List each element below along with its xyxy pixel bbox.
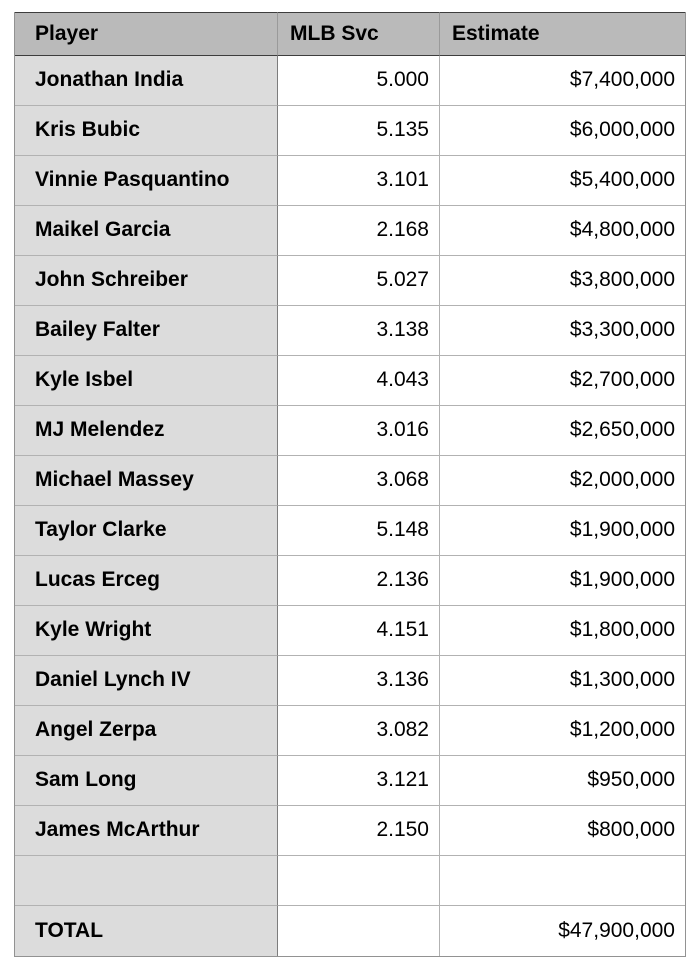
player-cell: Kris Bubic [15, 106, 278, 156]
table-row: Angel Zerpa 3.082 $1,200,000 [15, 706, 685, 756]
player-cell: Bailey Falter [15, 306, 278, 356]
total-estimate-cell: $47,900,000 [440, 906, 685, 956]
service-time-cell: 3.016 [278, 406, 440, 456]
player-cell: Vinnie Pasquantino [15, 156, 278, 206]
service-time-cell: 5.027 [278, 256, 440, 306]
total-service-cell [278, 906, 440, 956]
table-row: Bailey Falter 3.138 $3,300,000 [15, 306, 685, 356]
estimate-cell: $1,200,000 [440, 706, 685, 756]
salary-estimate-table: Player MLB Svc Estimate Jonathan India 5… [14, 12, 686, 957]
service-time-cell: 5.148 [278, 506, 440, 556]
service-time-cell: 3.121 [278, 756, 440, 806]
estimate-cell: $1,900,000 [440, 556, 685, 606]
spacer-row [15, 856, 685, 906]
player-cell: Michael Massey [15, 456, 278, 506]
service-time-cell: 3.082 [278, 706, 440, 756]
table-row: James McArthur 2.150 $800,000 [15, 806, 685, 856]
estimate-cell: $3,300,000 [440, 306, 685, 356]
player-cell: Daniel Lynch IV [15, 656, 278, 706]
player-cell: Kyle Isbel [15, 356, 278, 406]
player-cell: John Schreiber [15, 256, 278, 306]
estimate-cell: $1,300,000 [440, 656, 685, 706]
table-row: John Schreiber 5.027 $3,800,000 [15, 256, 685, 306]
table-row: Jonathan India 5.000 $7,400,000 [15, 56, 685, 106]
total-row: TOTAL $47,900,000 [15, 906, 685, 956]
player-cell: Jonathan India [15, 56, 278, 106]
player-cell: Angel Zerpa [15, 706, 278, 756]
table-row: Sam Long 3.121 $950,000 [15, 756, 685, 806]
player-cell [15, 856, 278, 906]
salary-table-container: Player MLB Svc Estimate Jonathan India 5… [14, 12, 686, 957]
table-row: Daniel Lynch IV 3.136 $1,300,000 [15, 656, 685, 706]
service-time-cell: 4.043 [278, 356, 440, 406]
service-time-cell: 3.068 [278, 456, 440, 506]
column-header-estimate: Estimate [440, 12, 685, 56]
service-time-cell: 5.135 [278, 106, 440, 156]
estimate-cell: $950,000 [440, 756, 685, 806]
estimate-cell: $800,000 [440, 806, 685, 856]
table-body: Jonathan India 5.000 $7,400,000 Kris Bub… [15, 56, 685, 956]
column-header-mlb-svc: MLB Svc [278, 12, 440, 56]
table-row: Lucas Erceg 2.136 $1,900,000 [15, 556, 685, 606]
total-label-cell: TOTAL [15, 906, 278, 956]
player-cell: Lucas Erceg [15, 556, 278, 606]
table-row: Vinnie Pasquantino 3.101 $5,400,000 [15, 156, 685, 206]
header-row: Player MLB Svc Estimate [15, 12, 685, 56]
service-time-cell [278, 856, 440, 906]
service-time-cell: 3.101 [278, 156, 440, 206]
player-cell: Kyle Wright [15, 606, 278, 656]
player-cell: Taylor Clarke [15, 506, 278, 556]
table-row: Kris Bubic 5.135 $6,000,000 [15, 106, 685, 156]
player-cell: Sam Long [15, 756, 278, 806]
service-time-cell: 2.150 [278, 806, 440, 856]
service-time-cell: 4.151 [278, 606, 440, 656]
player-cell: MJ Melendez [15, 406, 278, 456]
service-time-cell: 2.136 [278, 556, 440, 606]
player-cell: Maikel Garcia [15, 206, 278, 256]
estimate-cell: $1,900,000 [440, 506, 685, 556]
service-time-cell: 2.168 [278, 206, 440, 256]
table-row: Kyle Isbel 4.043 $2,700,000 [15, 356, 685, 406]
estimate-cell: $5,400,000 [440, 156, 685, 206]
estimate-cell: $1,800,000 [440, 606, 685, 656]
service-time-cell: 3.138 [278, 306, 440, 356]
table-row: Kyle Wright 4.151 $1,800,000 [15, 606, 685, 656]
estimate-cell: $4,800,000 [440, 206, 685, 256]
estimate-cell: $2,000,000 [440, 456, 685, 506]
service-time-cell: 3.136 [278, 656, 440, 706]
estimate-cell: $7,400,000 [440, 56, 685, 106]
table-row: Michael Massey 3.068 $2,000,000 [15, 456, 685, 506]
estimate-cell: $2,700,000 [440, 356, 685, 406]
estimate-cell: $3,800,000 [440, 256, 685, 306]
player-cell: James McArthur [15, 806, 278, 856]
table-row: Maikel Garcia 2.168 $4,800,000 [15, 206, 685, 256]
table-row: MJ Melendez 3.016 $2,650,000 [15, 406, 685, 456]
table-row: Taylor Clarke 5.148 $1,900,000 [15, 506, 685, 556]
service-time-cell: 5.000 [278, 56, 440, 106]
column-header-player: Player [15, 12, 278, 56]
estimate-cell: $2,650,000 [440, 406, 685, 456]
estimate-cell [440, 856, 685, 906]
estimate-cell: $6,000,000 [440, 106, 685, 156]
